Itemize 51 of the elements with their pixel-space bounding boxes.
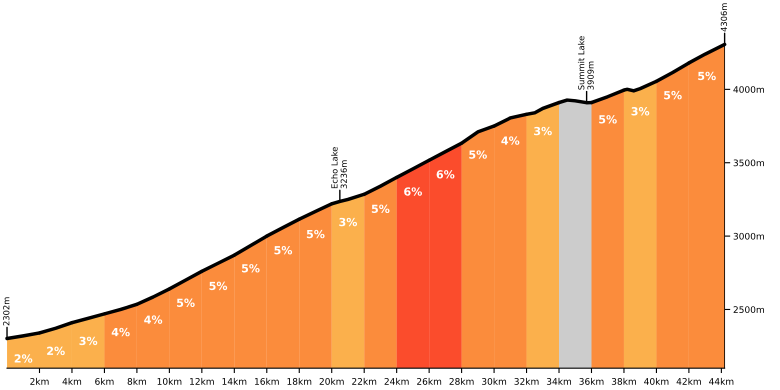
x-tick-label: 18km — [287, 378, 312, 385]
series-label: 4% — [112, 328, 130, 336]
annotation: 4306m — [720, 3, 728, 32]
x-tick-label: 40km — [644, 378, 668, 385]
x-tick-label: 22km — [352, 378, 376, 385]
series-label: 6% — [436, 170, 454, 179]
series-label: 5% — [306, 230, 325, 238]
series-label: 5% — [469, 150, 487, 159]
series-label: 2% — [47, 346, 65, 356]
annotation: Summit Lake 3909m — [578, 36, 594, 90]
series-label: 6% — [404, 187, 422, 196]
x-tick-label: 24km — [384, 378, 409, 385]
x-tick-label: 34km — [546, 378, 572, 385]
y-tick-label: 3500m — [734, 159, 764, 166]
x-tick-label: 8km — [128, 378, 146, 385]
series-label: 5% — [177, 298, 195, 307]
series-label: 5% — [599, 115, 617, 124]
x-tick-label: 38km — [612, 378, 636, 385]
x-tick-label: 32km — [514, 378, 539, 385]
series-label: 2% — [14, 354, 32, 363]
x-tick-label: 14km — [222, 378, 246, 385]
x-tick-label: 30km — [482, 378, 506, 385]
series-label: 3% — [339, 218, 358, 226]
x-tick-label: 42km — [676, 378, 701, 385]
x-tick-label: 2km — [30, 378, 49, 385]
x-tick-label: 4km — [62, 378, 82, 385]
series-label: 4% — [501, 136, 520, 145]
annotation: Echo Lake 3236m — [331, 147, 347, 188]
x-tick-label: 26km — [417, 378, 442, 385]
series-label: 4% — [144, 315, 162, 324]
x-tick-label: 6km — [95, 378, 114, 385]
annotation: 2302m — [3, 297, 10, 326]
x-tick-label: 12km — [190, 378, 214, 385]
series-label: 5% — [210, 282, 228, 290]
series-label: 3% — [534, 126, 552, 136]
series-label: 5% — [698, 72, 716, 80]
y-tick-label: 2500m — [734, 306, 764, 314]
y-tick-label: 4000m — [733, 86, 764, 93]
series-label: 5% — [372, 204, 390, 214]
x-tick-label: 28km — [450, 378, 474, 385]
y-tick-label: 3000m — [734, 232, 764, 240]
x-tick-label: 16km — [255, 378, 279, 385]
series-label: 5% — [664, 90, 682, 100]
series-label: 5% — [274, 246, 292, 254]
series-label: 3% — [80, 336, 98, 346]
x-tick-label: 20km — [320, 378, 344, 385]
series-label: 5% — [242, 264, 260, 272]
x-tick-label: 44km — [709, 378, 734, 385]
series-label: 3% — [632, 107, 650, 116]
x-tick-label: 10km — [158, 378, 182, 385]
x-tick-label: 36km — [579, 378, 604, 385]
